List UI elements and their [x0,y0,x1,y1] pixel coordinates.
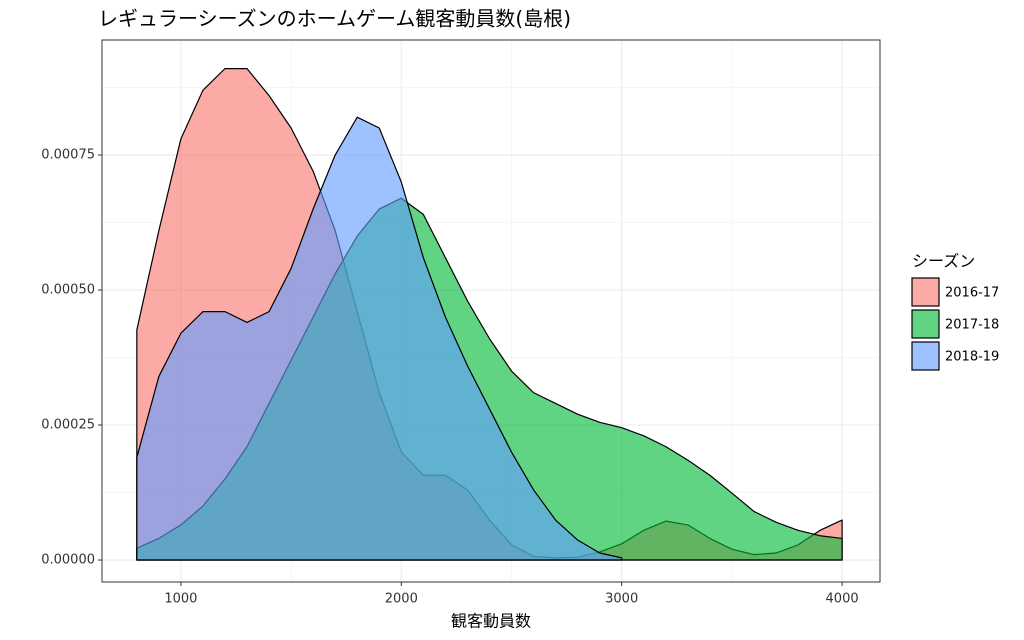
legend-key [911,277,940,307]
legend-label: 2016-17 [945,286,999,301]
x-axis-label: 観客動員数 [451,612,531,631]
legend-label: 2017-18 [945,318,999,333]
x-tick-label: 2000 [385,592,418,607]
panel-border [101,39,881,583]
y-tick-label: 0.00050 [41,283,95,298]
density-area [136,116,623,561]
x-tick-label: 4000 [826,592,859,607]
chart-title: レギュラーシーズンのホームゲーム観客動員数(島根) [98,7,571,31]
legend-key [911,341,940,371]
legend-label: 2018-19 [945,350,999,365]
legend-key [911,309,940,339]
y-tick-label: 0.00075 [41,148,95,163]
legend-title: シーズン [912,252,975,271]
y-tick-label: 0.00000 [41,553,95,568]
x-tick-label: 1000 [164,592,197,607]
x-tick-label: 3000 [605,592,638,607]
y-tick-label: 0.00025 [41,418,95,433]
